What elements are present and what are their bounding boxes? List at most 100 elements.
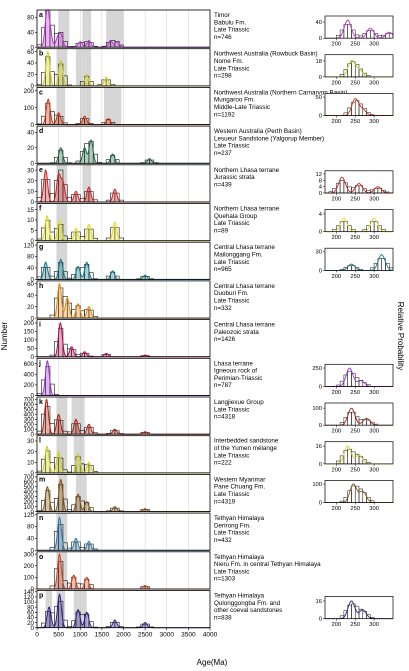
y-tick-label: 700 xyxy=(24,397,35,404)
x-tick-label: 1500 xyxy=(95,632,110,639)
panel-text: Nieru Fm. in central Tethyan Himalaya xyxy=(214,561,321,568)
inset-k: 0 100 200 250 300 xyxy=(312,402,394,435)
panel-c: 0 100 200 c Northwest Australia (Northern Ca… xyxy=(24,87,394,129)
inset-y-tick-label: 16 xyxy=(316,599,322,605)
panel-text: n=222 xyxy=(214,460,232,467)
inset-x-tick-label: 200 xyxy=(331,467,341,473)
y-tick-label: 10 xyxy=(27,459,34,466)
inset-x-tick-label: 200 xyxy=(331,80,341,86)
y-tick-label: 0 xyxy=(31,122,35,129)
inset-a: 0 40 200 250 300 xyxy=(316,15,394,48)
panel-text: Late Triassic xyxy=(214,298,249,305)
shade-band xyxy=(71,397,85,435)
inset-frame xyxy=(324,596,394,620)
panel-text: n=746 xyxy=(214,34,232,41)
inset-frame xyxy=(324,441,394,465)
x-tick-label: 500 xyxy=(53,632,64,639)
y-tick-label: 0 xyxy=(31,431,35,438)
y-tick-label: 100 xyxy=(24,337,35,344)
inset-area xyxy=(325,403,393,426)
panel-letter: n xyxy=(39,515,43,522)
panel-frame xyxy=(36,9,211,48)
y-tick-label: 300 xyxy=(24,494,35,501)
y-tick-label: 400 xyxy=(24,489,35,496)
y-tick-label: 20 xyxy=(27,449,34,456)
panel-text: n=787 xyxy=(214,382,232,389)
inset-frame xyxy=(324,54,394,78)
inset-j: 0 250 200 250 300 xyxy=(312,363,394,396)
panel-text: other coeval sandstones xyxy=(214,607,282,614)
inset-x-tick-label: 250 xyxy=(350,235,360,241)
panel-frame xyxy=(36,203,211,242)
inset-m: 0 100 200 250 300 xyxy=(312,480,394,512)
inset-y-tick-label: 0 xyxy=(319,230,322,236)
panel-letter: b xyxy=(39,51,43,58)
inset-x-tick-label: 300 xyxy=(369,80,379,86)
y-tick-label: 20 xyxy=(27,620,34,627)
inset-x-tick-label: 200 xyxy=(331,119,341,125)
panel-text: Pane Chuang Fm. xyxy=(214,484,265,491)
inset-x-tick-label: 250 xyxy=(350,506,360,512)
panel-text: Late Triassic xyxy=(214,568,249,575)
panel-letter: j xyxy=(38,360,41,367)
x-tick-label: 3500 xyxy=(181,632,196,639)
inset-frame xyxy=(324,402,394,426)
inset-frame xyxy=(324,247,394,271)
panel-letter: l xyxy=(39,438,41,445)
y-tick-label: 80 xyxy=(27,604,34,611)
panel-letter: p xyxy=(39,593,43,600)
y-tick-label: 40 xyxy=(27,60,34,67)
shade-band xyxy=(82,10,92,48)
panel-letter: e xyxy=(39,167,43,174)
y-tick-label: 0 xyxy=(31,161,35,168)
x-axis-label: Age(Ma) xyxy=(197,658,228,667)
inset-x-tick-label: 250 xyxy=(350,467,360,473)
inset-y-tick-label: 0 xyxy=(319,617,322,623)
y-tick-label: 500 xyxy=(24,484,35,491)
inset-f: 0 4 200 250 300 xyxy=(319,209,394,241)
panel-text: Late Triassic xyxy=(214,259,249,266)
panel-text: Central Lhasa terrane xyxy=(214,283,275,290)
panel-letter: d xyxy=(39,128,43,135)
panel-text: Perimian-Triassic xyxy=(214,375,262,382)
inset-y-tick-label: 50 xyxy=(316,95,322,101)
inset-x-tick-label: 300 xyxy=(369,235,379,241)
shade-band xyxy=(80,87,92,125)
panel-letter: m xyxy=(39,476,45,483)
inset-frame xyxy=(324,209,394,233)
y-tick-label: 60 xyxy=(27,610,34,617)
panel-frame xyxy=(36,551,211,590)
shade-band xyxy=(56,164,68,202)
shade-band xyxy=(45,590,53,628)
inset-x-tick-label: 200 xyxy=(331,42,341,48)
inset-y-tick-label: 0 xyxy=(319,191,322,197)
y-tick-label: 600 xyxy=(24,402,35,409)
inset-y-tick-label: 4 xyxy=(319,212,323,218)
panel-letter: a xyxy=(39,12,43,19)
panel-text: Nome Fm. xyxy=(214,58,244,65)
inset-x-tick-label: 300 xyxy=(369,197,379,203)
panel-text: Tethyan Himalaya xyxy=(214,593,265,600)
inset-y-tick-label: 18 xyxy=(316,59,322,65)
panel-letter: i xyxy=(39,322,41,329)
inset-y-tick-label: 0 xyxy=(319,423,322,429)
panel-text: Lhasa terrane xyxy=(214,360,253,367)
y-tick-label: 60 xyxy=(27,49,34,56)
inset-x-tick-label: 200 xyxy=(331,235,341,241)
y-tick-label: 40 xyxy=(27,30,34,37)
shade-band xyxy=(56,87,66,125)
y-tick-label: 80 xyxy=(27,524,34,531)
panel-text: n=298 xyxy=(214,73,232,80)
x-tick-label: 1000 xyxy=(73,632,88,639)
inset-y-tick-label: 0 xyxy=(319,36,322,42)
panel-text: n=1303 xyxy=(214,576,236,583)
panel-frame xyxy=(36,125,211,164)
y-tick-label: 200 xyxy=(24,382,35,389)
panel-text: Babulu Fm. xyxy=(214,19,246,26)
shade-band xyxy=(58,10,70,48)
x-tick-label: 2000 xyxy=(116,632,131,639)
panel-text: Quehala Group xyxy=(214,213,258,220)
